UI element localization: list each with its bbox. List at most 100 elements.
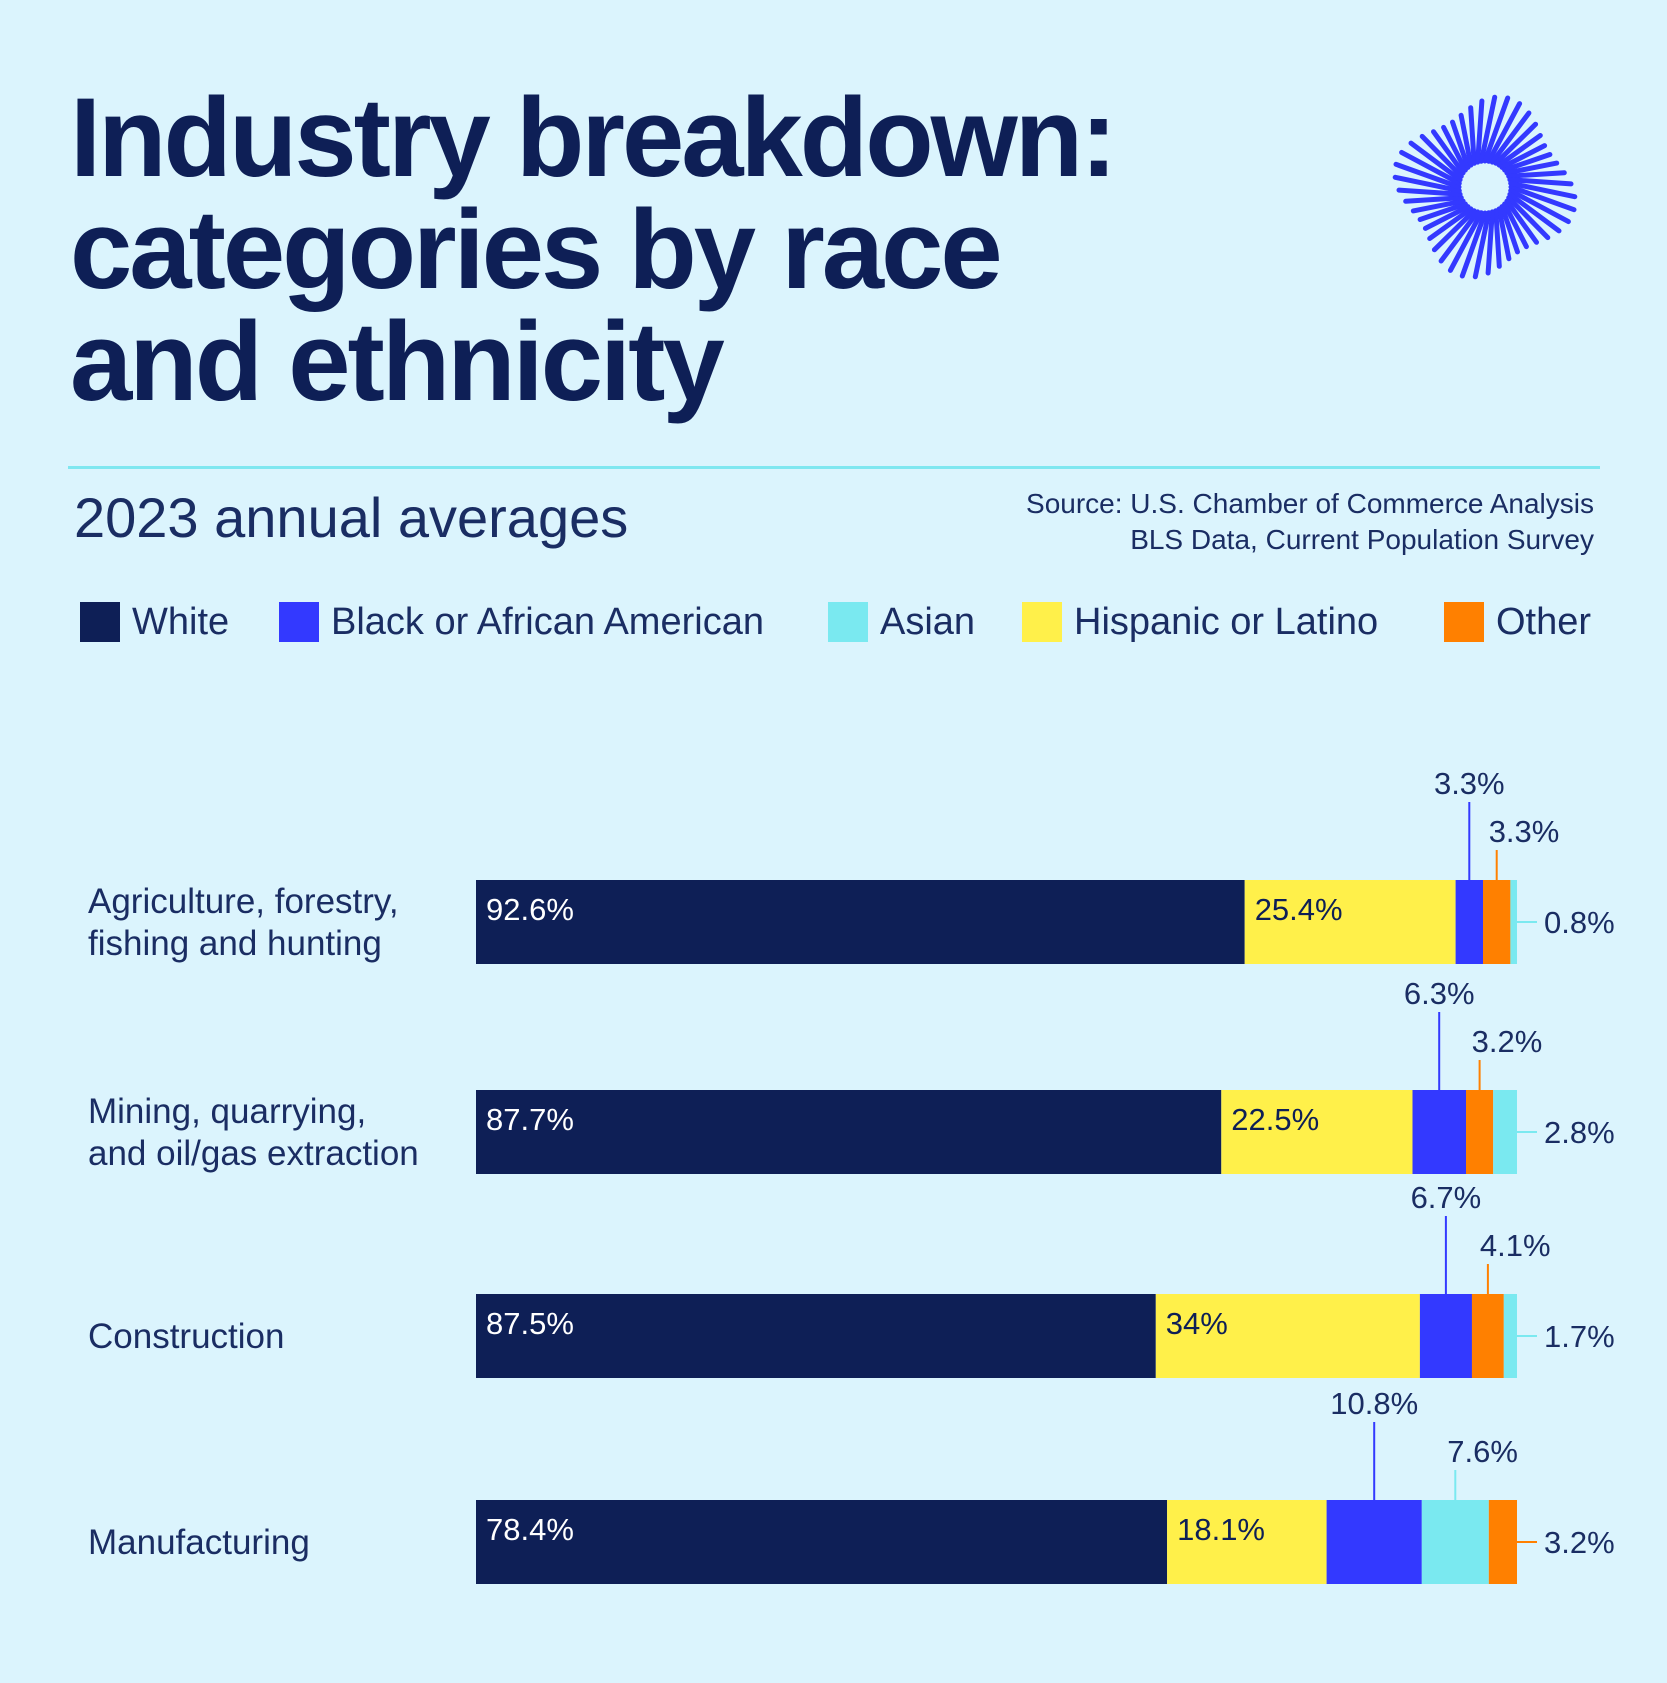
data-label-white: 87.7%	[486, 1102, 574, 1137]
bar-segment-asian	[1510, 880, 1517, 964]
legend-swatch-black	[279, 602, 319, 642]
logo-ray	[1485, 209, 1495, 276]
data-label-black-or-african-american: 6.7%	[1411, 1180, 1482, 1215]
category-label: Mining, quarrying,	[88, 1092, 366, 1131]
data-label-other: 4.1%	[1480, 1228, 1551, 1263]
legend-item-asian: Asian	[828, 600, 975, 644]
bar-segment-other	[1483, 880, 1511, 964]
divider	[68, 466, 1600, 469]
bar-segment-white	[476, 1500, 1168, 1584]
data-label-black-or-african-american: 10.8%	[1330, 1386, 1418, 1421]
legend-label-asian: Asian	[880, 601, 976, 643]
logo-ray	[1478, 94, 1498, 164]
logo-ray	[1502, 152, 1553, 173]
legend-label-white: White	[132, 601, 230, 643]
chart-subtitle: 2023 annual averages	[74, 486, 629, 549]
bar-segment-hispanic-or-latino	[1221, 1090, 1413, 1174]
legend-swatch-white	[80, 602, 120, 642]
source-note: Source: U.S. Chamber of Commerce Analysi…	[1026, 486, 1594, 558]
data-label-hispanic-or-latino: 34%	[1166, 1306, 1228, 1341]
logo-ray	[1482, 95, 1511, 164]
logo-ray	[1493, 121, 1539, 166]
data-label-other: 3.2%	[1472, 1024, 1543, 1059]
legend-item-black: Black or African American	[279, 600, 764, 644]
data-label-white: 92.6%	[486, 892, 574, 927]
logo-ray	[1502, 201, 1529, 250]
legend-swatch-asian	[828, 602, 868, 642]
logo-ray	[1504, 198, 1539, 245]
logo-ray	[1441, 124, 1468, 173]
logo-ray	[1447, 210, 1484, 273]
logo-ray	[1507, 177, 1574, 187]
category-label: Manufacturing	[88, 1523, 310, 1562]
logo-ray	[1493, 208, 1502, 269]
logo-ray	[1422, 204, 1471, 231]
data-label-other: 3.3%	[1489, 814, 1560, 849]
category-label: Construction	[88, 1317, 284, 1356]
legend-item-other: Other	[1444, 600, 1591, 644]
logo-ray	[1499, 204, 1520, 255]
bar-segment-white	[476, 1294, 1156, 1378]
logo-ray	[1408, 140, 1463, 183]
logo-ray	[1506, 170, 1567, 179]
logo-ray	[1459, 210, 1488, 279]
logo-ray	[1403, 195, 1464, 204]
bar-segment-black-or-african-american	[1455, 880, 1483, 964]
logo-ray	[1458, 112, 1474, 168]
logo-ray	[1468, 105, 1477, 166]
logo-ray	[1475, 98, 1485, 165]
data-label-white: 87.5%	[486, 1306, 574, 1341]
logo-ray	[1508, 184, 1577, 213]
sunburst-logo-icon	[1392, 94, 1578, 280]
logo-ray	[1496, 206, 1512, 262]
bar-segment-white	[476, 1090, 1222, 1174]
bar-segment-other	[1471, 1294, 1504, 1378]
logo-ray	[1392, 174, 1462, 194]
logo-ray	[1472, 210, 1492, 280]
logo-ray	[1410, 198, 1466, 214]
category-label: fishing and hunting	[88, 924, 382, 963]
data-label-hispanic-or-latino: 18.1%	[1177, 1512, 1265, 1547]
data-label-asian: 7.6%	[1447, 1434, 1518, 1469]
data-label-other: 3.2%	[1544, 1525, 1615, 1560]
logo-ray	[1427, 206, 1474, 241]
data-label-white: 78.4%	[486, 1512, 574, 1547]
source-line-2: BLS Data, Current Population Survey	[1130, 524, 1594, 555]
data-label-black-or-african-american: 3.3%	[1434, 766, 1505, 801]
category-label: and oil/gas extraction	[88, 1134, 419, 1173]
data-label-asian: 0.8%	[1544, 905, 1615, 940]
logo-ray	[1504, 160, 1560, 176]
logo-ray	[1486, 101, 1523, 164]
source-line-1: Source: U.S. Chamber of Commerce Analysi…	[1026, 488, 1594, 519]
data-label-asian: 2.8%	[1544, 1115, 1615, 1150]
data-label-hispanic-or-latino: 22.5%	[1231, 1102, 1319, 1137]
title-line-2: categories by race	[70, 187, 1003, 312]
legend-swatch-hispanic	[1022, 602, 1062, 642]
logo-ray	[1419, 133, 1464, 179]
bar-segment-asian	[1503, 1294, 1517, 1378]
bar-segment-hispanic-or-latino	[1155, 1294, 1420, 1378]
legend: White Black or African American Asian Hi…	[80, 600, 1600, 650]
legend-label-black: Black or African American	[331, 601, 764, 643]
bar-segment-asian	[1493, 1090, 1517, 1174]
logo-ray	[1496, 133, 1543, 168]
bar-segment-black-or-african-american	[1326, 1500, 1422, 1584]
logo-center	[1463, 165, 1507, 209]
title-line-1: Industry breakdown:	[70, 75, 1117, 200]
bar-segment-other	[1488, 1500, 1517, 1584]
logo-ray	[1508, 180, 1578, 200]
legend-label-hispanic: Hispanic or Latino	[1074, 601, 1379, 643]
logo-ray	[1499, 143, 1548, 170]
bar-segment-black-or-african-american	[1412, 1090, 1466, 1174]
bar-segment-asian	[1421, 1500, 1489, 1584]
legend-item-hispanic: Hispanic or Latino	[1022, 600, 1378, 644]
chart-title: Industry breakdown: categories by race a…	[70, 82, 1270, 418]
data-label-hispanic-or-latino: 25.4%	[1255, 892, 1343, 927]
data-label-asian: 1.7%	[1544, 1319, 1615, 1354]
logo-ray	[1417, 201, 1468, 222]
logo-ray	[1438, 209, 1481, 264]
bar-segment-other	[1466, 1090, 1494, 1174]
logo-ray	[1450, 119, 1471, 170]
logo-ray	[1508, 188, 1571, 225]
